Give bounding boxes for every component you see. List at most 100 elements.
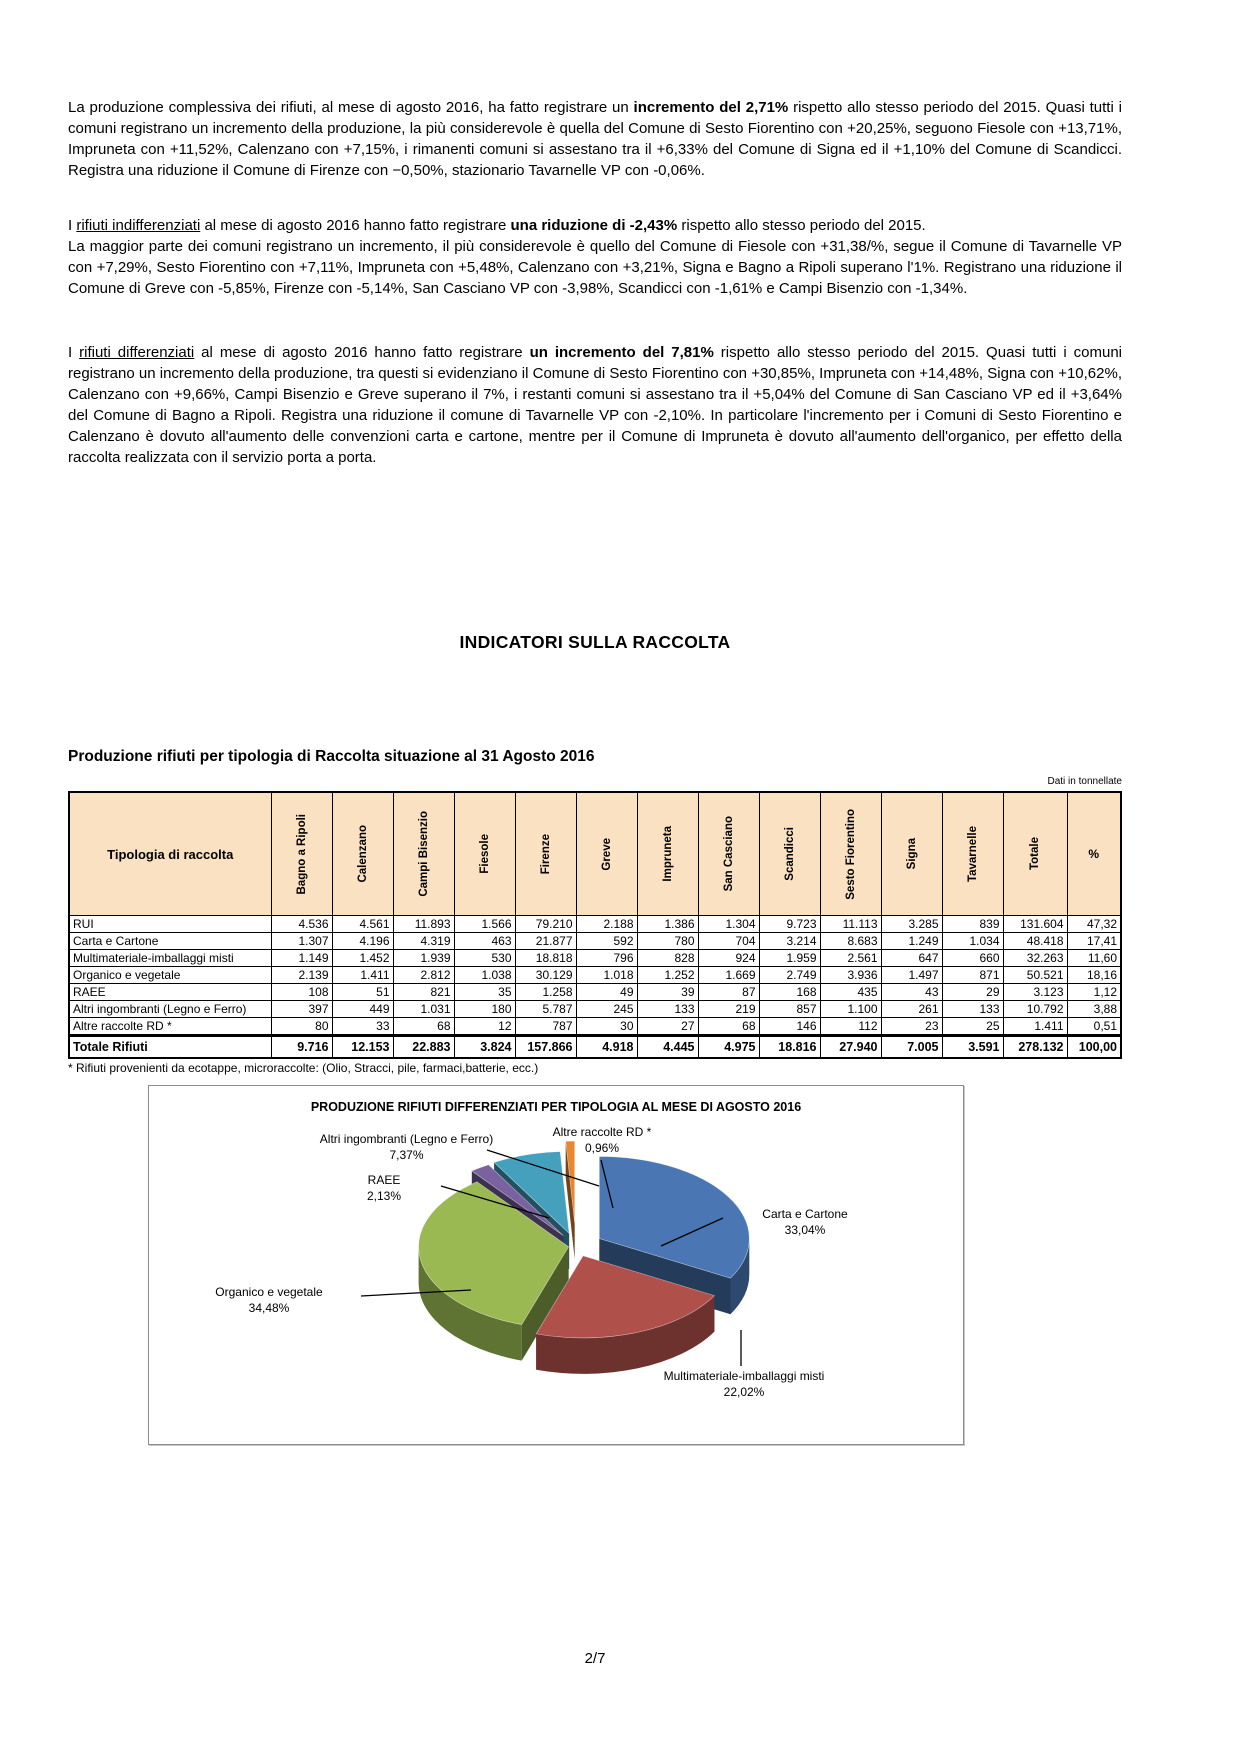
table-cell: 463 <box>453 932 516 950</box>
table-cell: 3.123 <box>1002 983 1068 1001</box>
row-label: RAEE <box>68 983 272 1001</box>
table-cell: 21.877 <box>514 932 577 950</box>
table-cell: 449 <box>331 1000 394 1018</box>
table-cell: 48.418 <box>1002 932 1068 950</box>
table-cell: 168 <box>758 983 821 1001</box>
table-cell: 4.196 <box>331 932 394 950</box>
column-header: Calenzano <box>331 791 394 916</box>
pie-leader-line <box>440 1185 550 1219</box>
pie-label-organico: Organico e vegetale 34,48% <box>179 1284 359 1316</box>
column-header: Fiesole <box>453 791 516 916</box>
table-cell: 704 <box>697 932 760 950</box>
table-cell: 133 <box>941 1000 1004 1018</box>
table-cell: 157.866 <box>514 1034 577 1059</box>
pie-leader-line <box>486 1149 600 1187</box>
section-heading: INDICATORI SULLA RACCOLTA <box>459 632 731 652</box>
table-cell: 796 <box>575 949 638 967</box>
table-cell: 660 <box>941 949 1004 967</box>
pie-leader-line <box>660 1217 724 1247</box>
table-header-row: Tipologia di raccolta Bagno a Ripoli Calen… <box>68 791 1122 916</box>
table-cell: 1.386 <box>636 915 699 933</box>
table-cell: 1.034 <box>941 932 1004 950</box>
row-label: RUI <box>68 915 272 933</box>
table-cell: 79.210 <box>514 915 577 933</box>
page-number: 2/7 <box>584 1650 606 1667</box>
row-label: Carta e Cartone <box>68 932 272 950</box>
table-cell: 924 <box>697 949 760 967</box>
table-cell: 12 <box>453 1017 516 1036</box>
pie-slice-0 <box>599 1156 750 1279</box>
table-cell: 112 <box>819 1017 882 1036</box>
table-cell: 261 <box>880 1000 943 1018</box>
column-header: Bagno a Ripoli <box>270 791 333 916</box>
table-cell: 1.411 <box>331 966 394 984</box>
row-label: Organico e vegetale <box>68 966 272 984</box>
column-header: Tavarnelle <box>941 791 1004 916</box>
table-units-note: Dati in tonnellate <box>1047 776 1123 787</box>
table-row: RUI 4.536 4.561 11.893 1.566 79.210 2.188 1.386… <box>68 915 1122 933</box>
table-row: Carta e Cartone 1.307 4.196 4.319 463 21.877 5… <box>68 932 1122 950</box>
pie-slice-3 <box>471 1164 564 1237</box>
paragraph-segment: I <box>68 344 80 361</box>
table-cell: 1.252 <box>636 966 699 984</box>
table-cell: 2.139 <box>270 966 333 984</box>
waste-production-table: Tipologia di raccolta Bagno a Ripoli Calen… <box>68 791 1122 1059</box>
table-cell: 828 <box>636 949 699 967</box>
table-cell: 821 <box>392 983 455 1001</box>
table-cell: 1.038 <box>453 966 516 984</box>
pie-label-text: Organico e vegetale <box>215 1285 323 1299</box>
table-cell: 1.669 <box>697 966 760 984</box>
pie-label-pct: 7,37% <box>389 1148 424 1162</box>
table-cell: 4.561 <box>331 915 394 933</box>
column-header: Scandicci <box>758 791 821 916</box>
table-cell: 32.263 <box>1002 949 1068 967</box>
table-cell: 787 <box>514 1017 577 1036</box>
pie-slice-side <box>565 1141 575 1260</box>
table-cell: 22.883 <box>392 1034 455 1059</box>
table-cell: 1.149 <box>270 949 333 967</box>
table-footnote: * Rifiuti provenienti da ecotappe, micro… <box>68 1061 539 1075</box>
table-cell: 1.249 <box>880 932 943 950</box>
table-cell: 87 <box>697 983 760 1001</box>
paragraph-segment: un incremento del 7,81% <box>529 344 714 361</box>
table-row: Organico e vegetale 2.139 1.411 2.812 1.038 3… <box>68 966 1122 984</box>
pie-label-altri-ingombranti: Altri ingombranti (Legno e Ferro) 7,37% <box>269 1131 544 1163</box>
table-cell: 1,12 <box>1066 983 1122 1001</box>
table-cell: 2.749 <box>758 966 821 984</box>
table-cell: 25 <box>941 1017 1004 1036</box>
paragraph-sorted-waste: I rifiuti differenziati al mese di agost… <box>68 342 1122 468</box>
pie-label-text: Multimateriale-imballaggi misti <box>663 1369 825 1383</box>
pie-leader-line <box>360 1289 472 1297</box>
table-cell: 647 <box>880 949 943 967</box>
paragraph-segment: rispetto allo stesso periodo del 2015. Q… <box>68 99 1122 179</box>
paragraph-segment: al mese di agosto 2016 hanno fatto regis… <box>200 217 511 234</box>
paragraph-segment: incremento del 2,71% <box>633 99 789 116</box>
pie-label-text: RAEE <box>367 1173 401 1187</box>
pie-slice-wall <box>730 1238 750 1315</box>
table-cell: 0,51 <box>1066 1017 1122 1036</box>
row-label: Altre raccolte RD * <box>68 1017 272 1036</box>
table-cell: 33 <box>331 1017 394 1036</box>
table-cell: 18,16 <box>1066 966 1122 984</box>
pie-slice-5 <box>565 1140 575 1224</box>
pie-chart-title: PRODUZIONE RIFIUTI DIFFERENZIATI PER TIP… <box>310 1100 802 1114</box>
table-cell: 17,41 <box>1066 932 1122 950</box>
table-cell: 397 <box>270 1000 333 1018</box>
table-cell: 1.497 <box>880 966 943 984</box>
table-cell: 108 <box>270 983 333 1001</box>
table-cell: 1.307 <box>270 932 333 950</box>
column-header: Impruneta <box>636 791 699 916</box>
table-cell: 1.959 <box>758 949 821 967</box>
row-label: Multimateriale-imballaggi misti <box>68 949 272 967</box>
pie-label-pct: 33,04% <box>784 1223 826 1237</box>
table-cell: 5.787 <box>514 1000 577 1018</box>
pie-slice-1 <box>535 1255 715 1339</box>
table-cell: 278.132 <box>1002 1034 1068 1059</box>
column-header: % <box>1066 791 1122 916</box>
pie-slice-2 <box>418 1181 570 1325</box>
row-label: Totale Rifiuti <box>68 1034 272 1059</box>
table-cell: 7.005 <box>880 1034 943 1059</box>
page-content: La produzione complessiva dei rifiuti, a… <box>68 0 1122 1753</box>
paragraph-segment: rifiuti indifferenziati <box>76 217 201 234</box>
